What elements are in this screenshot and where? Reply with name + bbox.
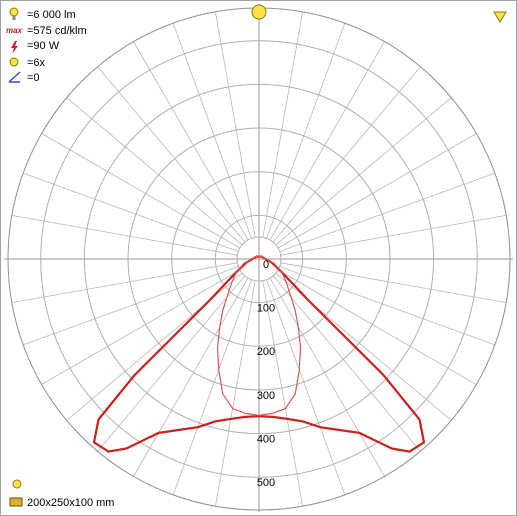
- inner-circle: [236, 236, 282, 282]
- radial-line: [97, 275, 246, 452]
- radial-line: [23, 266, 239, 346]
- ring: [171, 171, 347, 347]
- radial-line: [275, 97, 452, 246]
- grid: [4, 4, 513, 512]
- lamp-count: =6x: [27, 57, 46, 69]
- flux: =6 000 lm: [27, 9, 76, 21]
- power-icon: [11, 41, 18, 54]
- radial-line: [66, 97, 243, 246]
- radial-line: [133, 277, 249, 477]
- radial-line: [262, 11, 303, 238]
- max-intensity: =575 cd/klm: [27, 25, 87, 37]
- ring-labels: 0 100 200 300 400 500: [257, 259, 275, 489]
- tilt: =0: [27, 72, 40, 84]
- radial-line: [262, 280, 303, 507]
- radial-line: [269, 41, 385, 241]
- corner-icon: [493, 11, 507, 23]
- lamp-base: [12, 16, 16, 20]
- curves: [92, 255, 426, 453]
- radial-line: [277, 269, 477, 385]
- intensity-curve: [92, 255, 426, 453]
- top-icon: [251, 4, 267, 20]
- radial-line: [41, 269, 241, 385]
- ring: [83, 83, 435, 435]
- ring-label: 500: [257, 477, 275, 489]
- radial-line: [272, 66, 421, 243]
- ring: [214, 214, 304, 304]
- radial-line: [23, 172, 239, 252]
- ring-label: 200: [257, 346, 275, 358]
- ring-label: 0: [263, 259, 269, 271]
- radial-line: [280, 262, 507, 303]
- ring-label: 300: [257, 390, 275, 402]
- dimensions: 200x250x100 mm: [27, 497, 114, 509]
- radial-line: [11, 215, 238, 256]
- legend-icons: max: [6, 4, 507, 507]
- radial-line: [280, 215, 507, 256]
- radial-line: [172, 23, 252, 239]
- intensity-curve: [216, 255, 302, 416]
- radial-line: [269, 277, 385, 477]
- box-icon: [9, 497, 23, 507]
- radial-line: [279, 172, 495, 252]
- ring-label: 100: [257, 303, 275, 315]
- radial-line: [133, 41, 249, 241]
- radial-line: [279, 266, 495, 346]
- radial-line: [41, 133, 241, 249]
- radial-line: [215, 11, 256, 238]
- lamp-icon-bottom: [12, 479, 22, 489]
- radial-line: [172, 279, 252, 495]
- radial-line: [266, 279, 346, 495]
- angle-icon: [8, 71, 21, 83]
- ring: [127, 127, 391, 391]
- radial-line: [272, 275, 421, 452]
- radial-line: [277, 133, 477, 249]
- lamp-count-icon: [9, 57, 19, 67]
- radial-line: [97, 66, 246, 243]
- radial-line: [11, 262, 238, 303]
- lamp-icon: [9, 7, 19, 17]
- radial-line: [215, 280, 256, 507]
- radial-line: [266, 23, 346, 239]
- ring: [40, 40, 478, 478]
- power: =90 W: [27, 40, 60, 52]
- max-icon: max: [6, 26, 23, 35]
- ring-label: 400: [257, 434, 275, 446]
